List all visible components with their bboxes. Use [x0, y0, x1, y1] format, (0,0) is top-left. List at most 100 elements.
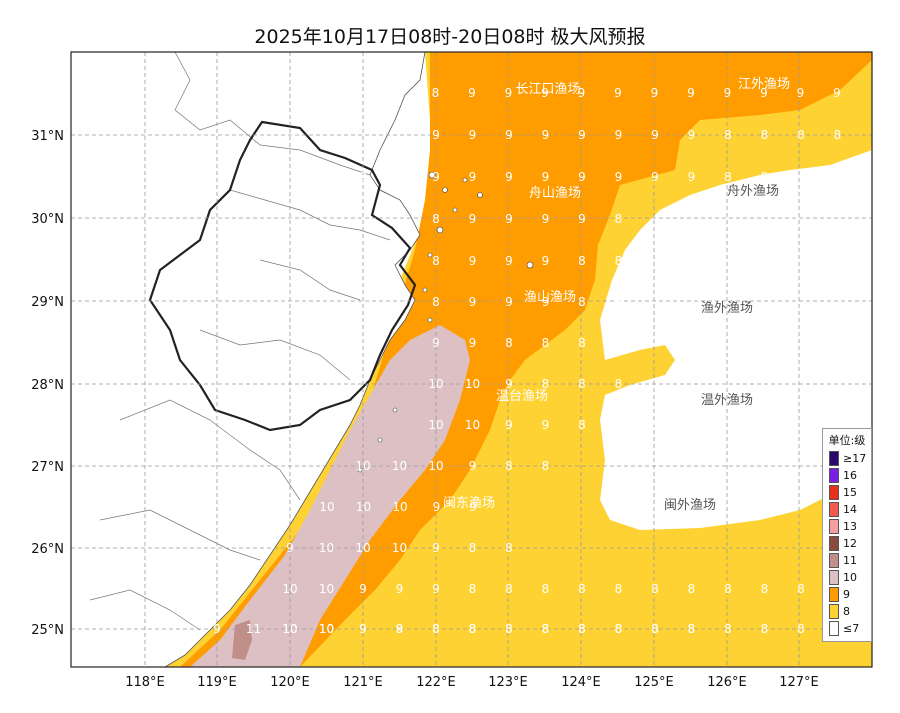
grade-value: 8 [688, 622, 696, 636]
area-level-10 [190, 325, 470, 667]
grid [71, 52, 872, 667]
grade-value: 11 [246, 622, 261, 636]
lon-label: 119°E [197, 675, 237, 690]
fishing-zone-label: 温台渔场 [496, 389, 548, 404]
grade-value: 8 [432, 212, 440, 226]
lon-label: 122°E [416, 675, 456, 690]
grade-value: 9 [542, 418, 550, 432]
grade-value: 9 [469, 336, 477, 350]
grade-value: 9 [542, 254, 550, 268]
grade-value: 8 [834, 128, 842, 142]
grade-value: 9 [505, 254, 513, 268]
grade-value: 9 [651, 86, 659, 100]
grade-value: 10 [356, 500, 371, 514]
grade-value: 9 [359, 622, 367, 636]
fishing-zone-label: 长江口渔场 [515, 82, 580, 97]
grade-value: 10 [392, 459, 407, 473]
legend-swatch [829, 621, 839, 636]
grade-value: 8 [615, 622, 623, 636]
map-frame [70, 51, 873, 668]
grade-value: 9 [505, 212, 513, 226]
grade-value: 9 [396, 170, 404, 184]
grade-value: 9 [760, 86, 768, 100]
islands [357, 171, 534, 473]
grade-value: 8 [797, 582, 805, 596]
fishing-zone-label: 闽东渔场 [443, 496, 495, 511]
land-area [71, 52, 426, 667]
grade-value: 8 [469, 622, 477, 636]
legend-swatch [829, 570, 839, 585]
lon-label: 125°E [634, 675, 674, 690]
lon-label: 120°E [270, 675, 310, 690]
grade-value: 9 [469, 459, 477, 473]
legend-swatch [829, 502, 839, 517]
grade-value: 8 [651, 622, 659, 636]
grade-value: 10 [465, 377, 480, 391]
legend-label: 13 [843, 520, 857, 533]
grade-value: 9 [687, 86, 695, 100]
grade-value: 9 [724, 86, 732, 100]
lat-label: 30°N [31, 212, 64, 227]
legend-swatch [829, 468, 839, 483]
grade-value: 8 [578, 336, 586, 350]
grade-value: 8 [542, 582, 550, 596]
grade-value: 9 [542, 295, 550, 309]
grade-value: 8 [797, 622, 805, 636]
grade-value: 8 [432, 254, 440, 268]
grade-value: 8 [505, 582, 513, 596]
lon-label: 126°E [707, 675, 747, 690]
fishing-zone-label: 江外渔场 [738, 77, 790, 92]
fishing-zone-label: 舟外渔场 [727, 184, 779, 199]
fishing-zone-label: 温外渔场 [701, 393, 753, 408]
grade-value: 8 [469, 541, 477, 555]
grade-value: 9 [469, 128, 477, 142]
grade-value: 8 [542, 336, 550, 350]
grade-value: 8 [396, 622, 404, 636]
grade-value: 9 [469, 254, 477, 268]
fishing-zone-label: 渔山渔场 [524, 290, 576, 305]
legend-label: 12 [843, 537, 857, 550]
lat-label: 28°N [31, 378, 64, 393]
grade-value: 8 [542, 622, 550, 636]
grade-value: 8 [651, 622, 659, 636]
grade-value: 9 [213, 622, 221, 636]
grade-value: 9 [505, 418, 513, 432]
grade-value: 8 [505, 622, 513, 636]
fishing-zone-label: 渔外渔场 [701, 301, 753, 316]
grade-value: 9 [505, 128, 513, 142]
grade-value: 10 [355, 541, 370, 555]
lon-label: 123°E [488, 675, 528, 690]
longitude-labels: 118°E 119°E 120°E 121°E 122°E 123°E 124°E 125°E… [125, 675, 819, 690]
lat-label: 31°N [31, 129, 64, 144]
grade-value: 8 [688, 622, 696, 636]
grade-value: 10 [319, 582, 334, 596]
grade-value: 9 [651, 128, 659, 142]
grade-value: 8 [469, 622, 477, 636]
legend-title: 单位:级 [828, 434, 866, 447]
grade-value: 10 [428, 418, 443, 432]
grade-value: 9 [615, 128, 623, 142]
grade-value: 9 [396, 582, 404, 596]
grade-value: 8 [505, 541, 513, 555]
grade-value: 8 [578, 418, 586, 432]
legend-label: 15 [843, 486, 857, 499]
legend-item: 8 [823, 603, 871, 620]
grade-value: 9 [542, 212, 550, 226]
grade-value: 9 [578, 212, 586, 226]
grade-value: 8 [761, 128, 769, 142]
grade-value: 9 [651, 170, 659, 184]
legend-label: 8 [843, 605, 850, 618]
admin-boundaries [89, 52, 391, 631]
lat-label: 26°N [31, 542, 64, 557]
grade-value: 9 [432, 336, 440, 350]
legend-item: 12 [823, 535, 871, 552]
grade-value: 9 [578, 128, 586, 142]
grade-value: 8 [542, 459, 550, 473]
legend-label: ≥17 [843, 452, 867, 465]
grade-value: 9 [469, 295, 477, 309]
grade-value: 8 [432, 622, 440, 636]
grade-value: 8 [395, 86, 403, 100]
grade-value: 9 [688, 170, 696, 184]
